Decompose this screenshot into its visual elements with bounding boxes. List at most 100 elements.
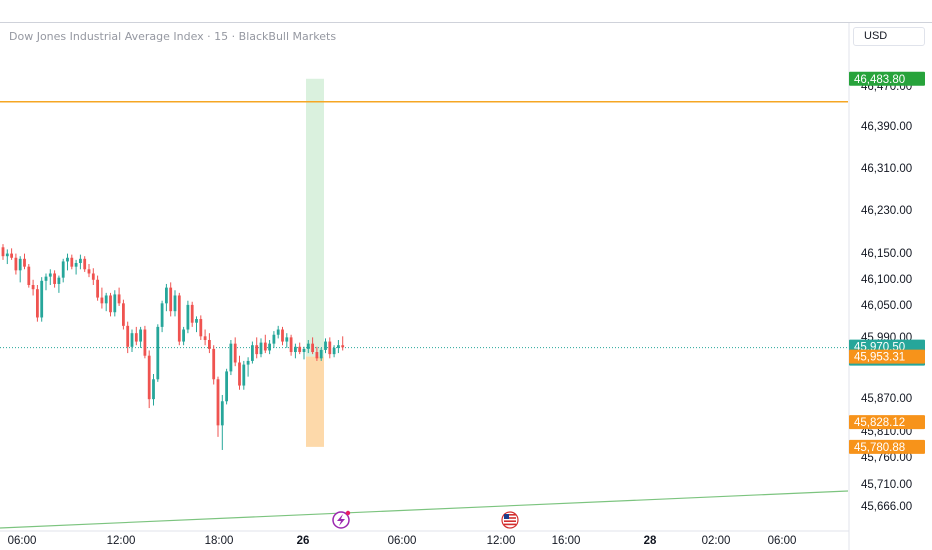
candles[interactable] [1, 244, 345, 450]
candle[interactable] [83, 256, 87, 272]
candle[interactable] [53, 270, 56, 288]
candle[interactable] [44, 273, 48, 291]
candle[interactable] [255, 337, 259, 359]
candle[interactable] [74, 259, 78, 275]
us-flag-event-icon[interactable] [501, 511, 519, 529]
flash-event-icon[interactable] [332, 510, 351, 529]
price-axis[interactable]: 46,470.0046,390.0046,310.0046,230.0046,1… [848, 23, 912, 550]
candle[interactable] [281, 326, 284, 346]
candle[interactable] [152, 374, 155, 406]
candle[interactable] [328, 337, 332, 359]
candle[interactable] [289, 334, 293, 356]
candle[interactable] [14, 253, 18, 275]
candle[interactable] [48, 269, 52, 285]
candle[interactable] [1, 244, 5, 260]
candle[interactable] [324, 338, 327, 354]
candle[interactable] [113, 290, 117, 317]
candle[interactable] [306, 339, 310, 354]
position-zones[interactable] [306, 78, 324, 447]
candle[interactable] [238, 355, 241, 390]
trend-line[interactable] [0, 490, 849, 529]
flag-canton [504, 514, 509, 519]
candle[interactable] [126, 321, 130, 354]
candle[interactable] [122, 299, 125, 330]
candle[interactable] [100, 287, 104, 309]
candle[interactable] [31, 279, 35, 296]
candle[interactable] [190, 301, 194, 327]
candle[interactable] [18, 256, 22, 283]
candle[interactable] [91, 268, 95, 285]
candle[interactable] [36, 285, 39, 322]
candle[interactable] [319, 347, 323, 361]
candle[interactable] [332, 345, 336, 358]
candle[interactable] [203, 329, 207, 346]
candle[interactable] [246, 357, 250, 377]
candle[interactable] [225, 368, 228, 405]
candle[interactable] [156, 324, 160, 382]
candle[interactable] [27, 264, 31, 288]
candle[interactable] [66, 253, 69, 271]
drawing-lines[interactable] [0, 100, 849, 529]
loss-zone[interactable] [306, 356, 324, 447]
candle[interactable] [130, 329, 134, 353]
candle[interactable] [165, 283, 168, 312]
candle[interactable] [186, 300, 190, 334]
candle[interactable] [220, 394, 224, 450]
candle[interactable] [285, 333, 289, 348]
time-axis[interactable]: 06:00 12:00 18:00 26 06:00 12:00 16:00 28 02:00 0… [0, 530, 849, 547]
candle[interactable] [294, 343, 297, 359]
candle[interactable] [242, 360, 246, 390]
candle[interactable] [298, 342, 302, 355]
candle[interactable] [216, 376, 220, 437]
candle-body [53, 273, 56, 284]
candle[interactable] [315, 346, 319, 361]
candle[interactable] [311, 337, 314, 355]
candle[interactable] [40, 277, 44, 322]
candle[interactable] [302, 346, 306, 360]
candle-body [268, 343, 271, 351]
candle[interactable] [139, 326, 142, 348]
candle[interactable] [341, 336, 345, 351]
candle[interactable] [70, 254, 74, 270]
candle[interactable] [337, 339, 340, 354]
candle[interactable] [263, 334, 267, 354]
event-markers[interactable] [332, 510, 519, 529]
candle[interactable] [23, 253, 26, 270]
lightning-icon [337, 514, 345, 526]
candle[interactable] [117, 287, 121, 306]
candle[interactable] [143, 325, 147, 359]
candle[interactable] [199, 315, 203, 340]
candle[interactable] [104, 292, 108, 312]
candle[interactable] [96, 275, 99, 301]
candle[interactable] [109, 292, 112, 317]
candle[interactable] [272, 331, 276, 348]
candle[interactable] [79, 254, 82, 270]
candle[interactable] [57, 275, 61, 293]
flag-stripe [504, 517, 516, 519]
candle[interactable] [177, 292, 181, 346]
candle-body [36, 289, 39, 318]
candle-body [276, 329, 280, 335]
candle[interactable] [195, 316, 198, 333]
candle[interactable] [276, 325, 280, 339]
candle[interactable] [147, 350, 151, 409]
candle[interactable] [87, 264, 91, 278]
candle[interactable] [160, 300, 164, 333]
profit-zone[interactable] [306, 78, 324, 357]
candle[interactable] [268, 339, 271, 355]
candle[interactable] [169, 282, 173, 317]
candle[interactable] [212, 345, 216, 385]
currency-button[interactable]: USD [853, 27, 925, 46]
candle[interactable] [233, 337, 237, 367]
candle[interactable] [61, 258, 65, 283]
candle[interactable] [229, 339, 233, 376]
candle[interactable] [134, 326, 138, 346]
candle[interactable] [182, 326, 185, 346]
candle[interactable] [208, 333, 211, 354]
candle[interactable] [5, 249, 9, 265]
candle[interactable] [251, 341, 254, 364]
candle[interactable] [259, 338, 263, 358]
candle[interactable] [173, 290, 177, 317]
candle[interactable] [10, 248, 13, 260]
